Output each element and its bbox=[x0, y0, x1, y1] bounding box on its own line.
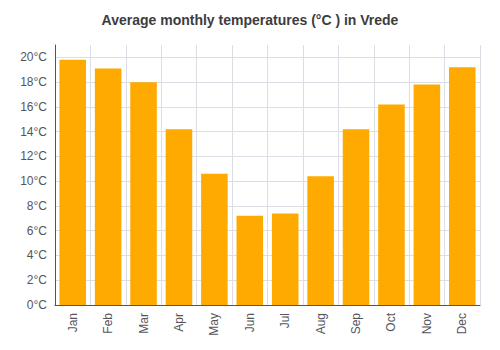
svg-text:Feb: Feb bbox=[101, 313, 115, 334]
svg-text:14°C: 14°C bbox=[20, 125, 47, 139]
svg-text:Sep: Sep bbox=[349, 313, 363, 335]
svg-text:16°C: 16°C bbox=[20, 100, 47, 114]
svg-text:Jul: Jul bbox=[278, 313, 292, 328]
svg-text:Aug: Aug bbox=[314, 313, 328, 334]
svg-text:8°C: 8°C bbox=[27, 199, 47, 213]
svg-text:May: May bbox=[207, 313, 221, 336]
svg-text:Dec: Dec bbox=[455, 313, 469, 334]
svg-text:10°C: 10°C bbox=[20, 174, 47, 188]
svg-text:12°C: 12°C bbox=[20, 149, 47, 163]
svg-text:Jan: Jan bbox=[66, 313, 80, 332]
svg-text:Jun: Jun bbox=[243, 313, 257, 332]
svg-text:Oct: Oct bbox=[384, 312, 398, 331]
svg-text:2°C: 2°C bbox=[27, 273, 47, 287]
svg-text:Mar: Mar bbox=[137, 313, 151, 334]
svg-text:Apr: Apr bbox=[172, 313, 186, 332]
svg-text:20°C: 20°C bbox=[20, 50, 47, 64]
svg-text:4°C: 4°C bbox=[27, 248, 47, 262]
svg-text:Nov: Nov bbox=[420, 313, 434, 334]
svg-text:Average monthly temperatures (: Average monthly temperatures (°C ) in Vr… bbox=[102, 12, 399, 28]
svg-text:18°C: 18°C bbox=[20, 75, 47, 89]
svg-text:0°C: 0°C bbox=[27, 298, 47, 312]
svg-text:6°C: 6°C bbox=[27, 224, 47, 238]
